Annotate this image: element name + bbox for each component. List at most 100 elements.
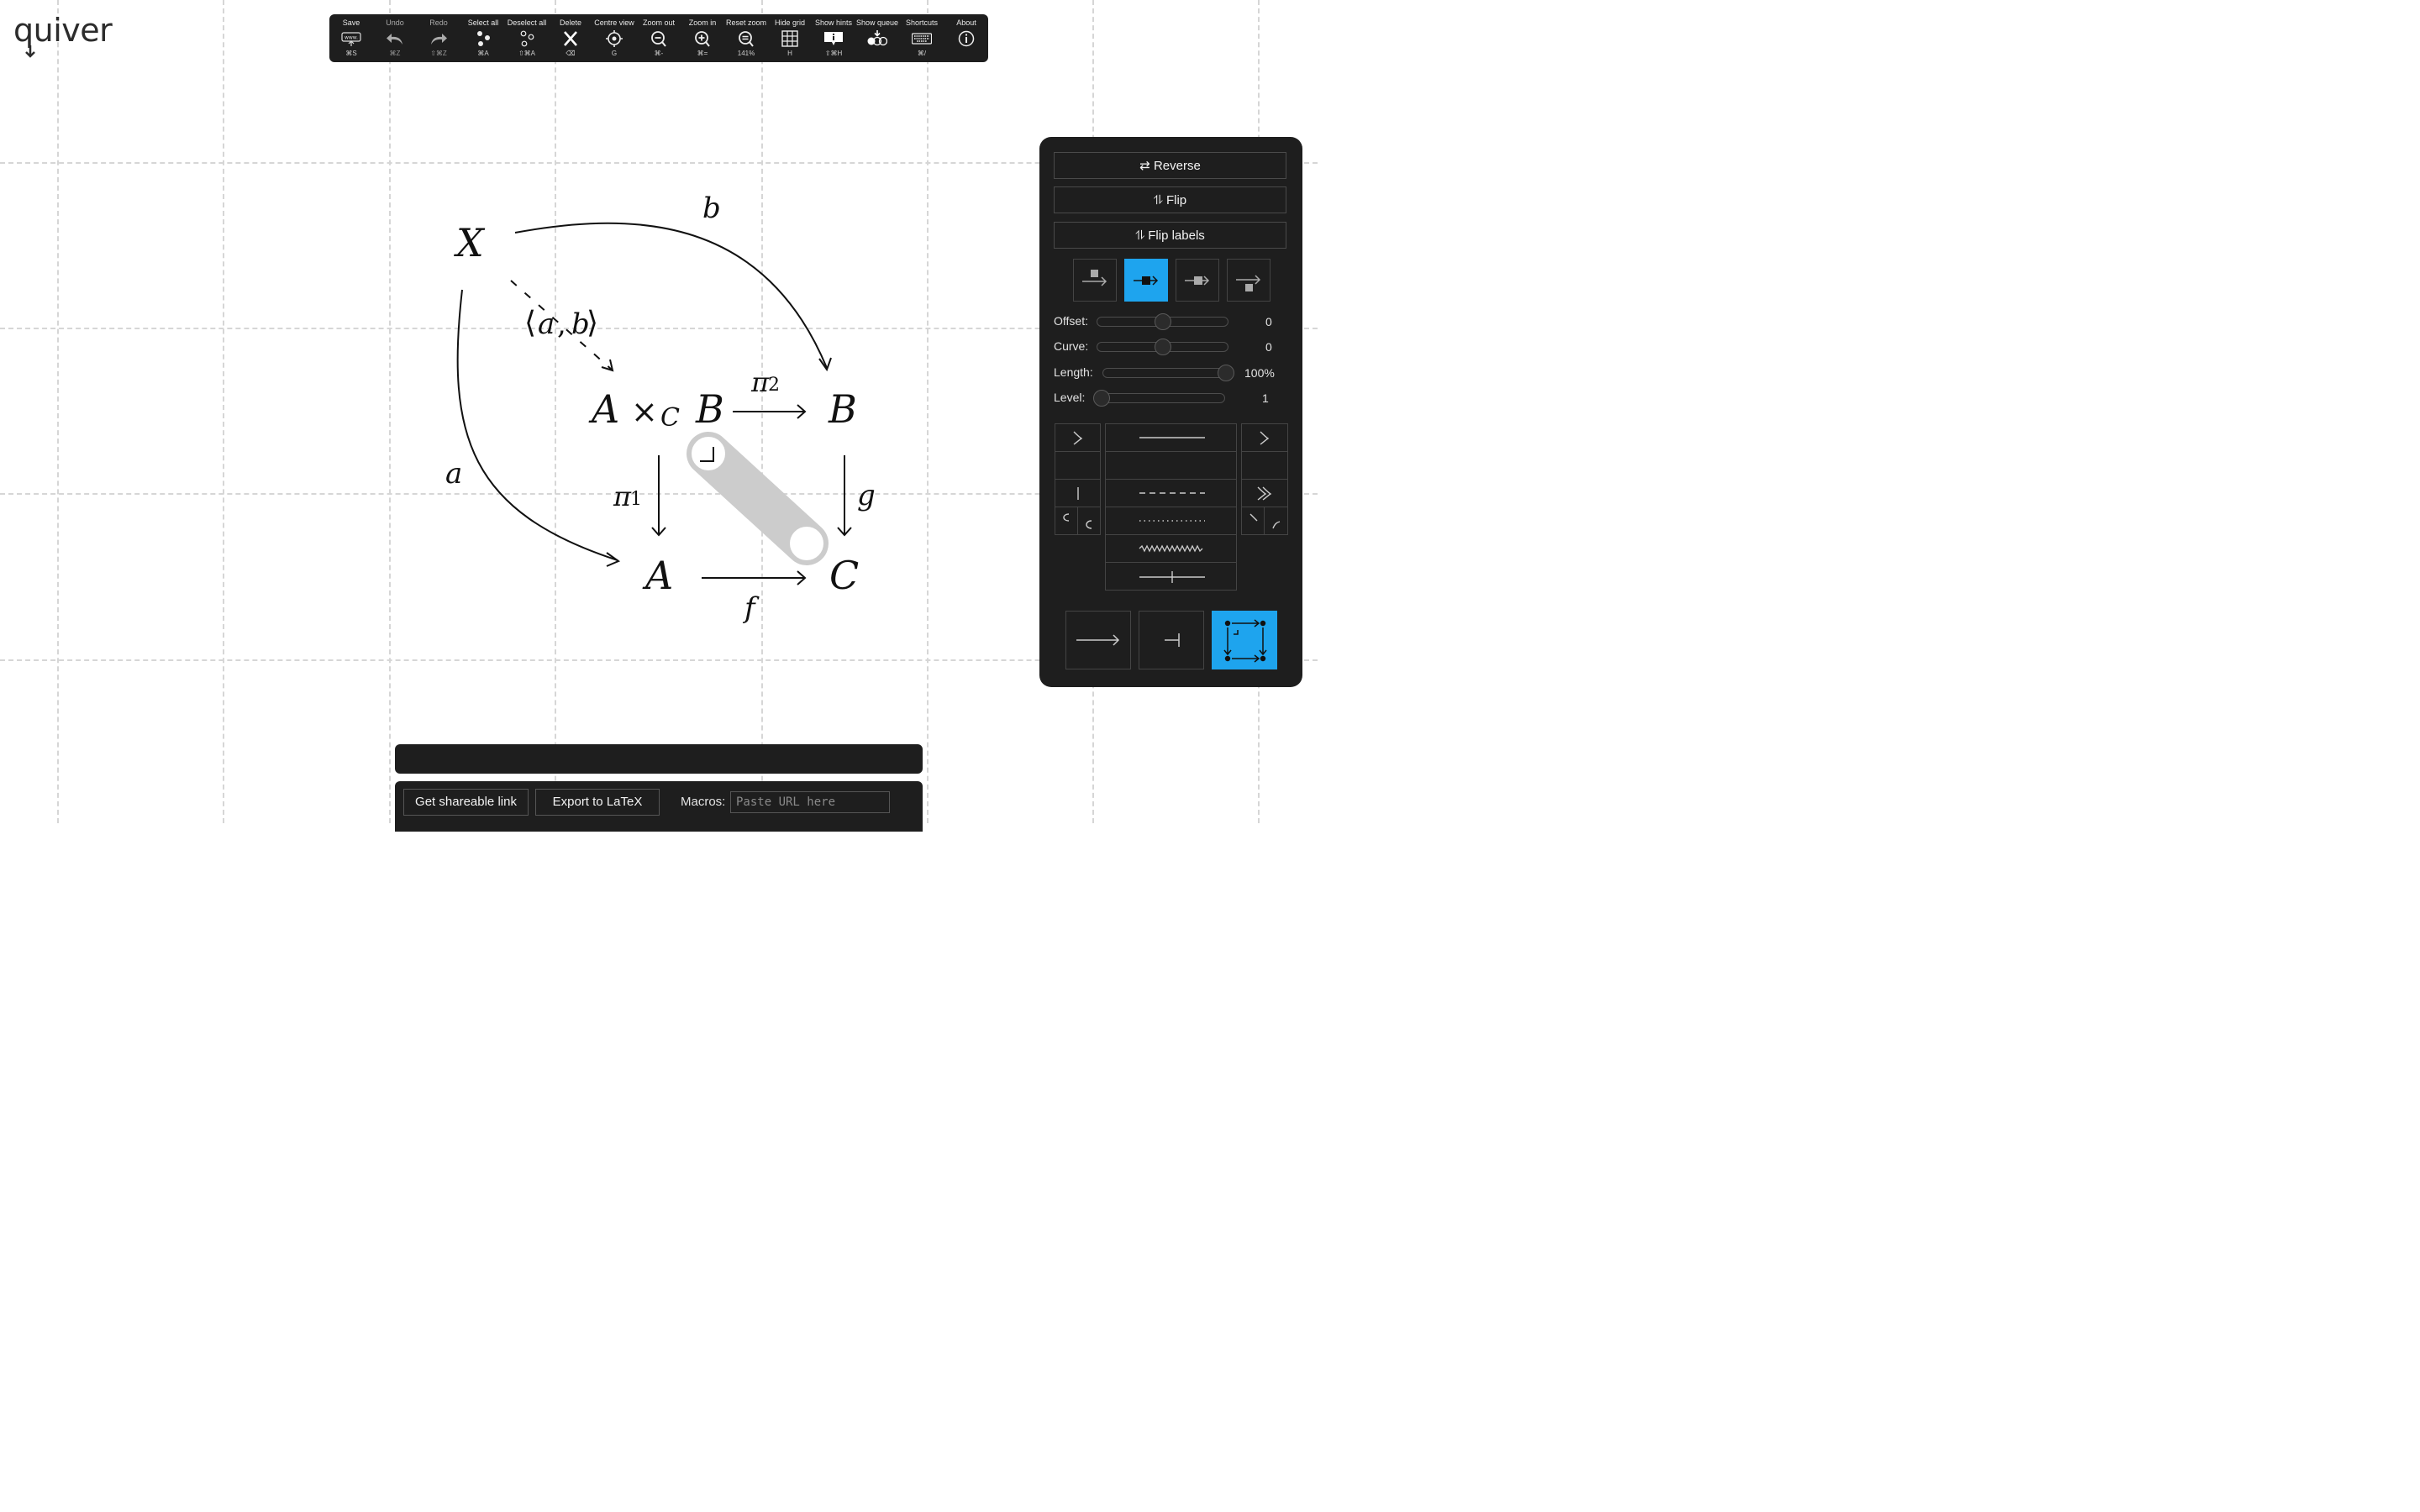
- tail-style-hook-top[interactable]: [1055, 507, 1078, 535]
- arrow-pi2[interactable]: [733, 404, 807, 419]
- arrow-pairing[interactable]: [510, 280, 614, 372]
- body-style-barred[interactable]: [1105, 562, 1237, 591]
- arrow-pi1[interactable]: [651, 455, 666, 537]
- level-value: 1: [1262, 391, 1269, 405]
- length-slider-knob[interactable]: [1218, 365, 1234, 381]
- object-pullback-B[interactable]: B: [696, 386, 724, 432]
- level-label: Level:: [1054, 391, 1086, 404]
- arrow-b[interactable]: [514, 222, 832, 372]
- offset-value: 0: [1265, 315, 1272, 328]
- show-queue-button[interactable]: Show queue: [854, 14, 901, 62]
- arrow-g[interactable]: [837, 455, 852, 537]
- show-hints-button[interactable]: Show hints ⇧⌘H: [810, 14, 857, 62]
- arrow-a[interactable]: [456, 289, 621, 567]
- curve-slider-row: Curve: 0: [1054, 338, 1289, 356]
- reset-zoom-button[interactable]: Reset zoom 141%: [723, 14, 770, 62]
- hide-grid-shortcut: H: [787, 50, 792, 57]
- hide-grid-button[interactable]: Hide grid H: [766, 14, 813, 62]
- reverse-button[interactable]: ⇄ Reverse: [1054, 152, 1286, 179]
- info-icon: [958, 30, 975, 47]
- tail-style-hook-bottom[interactable]: [1077, 507, 1101, 535]
- object-C[interactable]: C: [829, 553, 860, 598]
- label-position-right-button[interactable]: [1227, 259, 1270, 302]
- save-button[interactable]: Save www. ⌘S: [328, 14, 375, 62]
- head-style-none[interactable]: [1241, 451, 1288, 480]
- object-B[interactable]: B: [829, 386, 857, 432]
- label-position-over-button[interactable]: [1176, 259, 1219, 302]
- delete-button[interactable]: Delete ⌫: [547, 14, 594, 62]
- export-to-latex-button[interactable]: Export to LaTeX: [535, 789, 660, 816]
- head-style-epi[interactable]: [1241, 479, 1288, 507]
- centre-view-button[interactable]: Centre view G: [591, 14, 638, 62]
- flip-button[interactable]: ⥮ Flip: [1054, 186, 1286, 213]
- offset-slider-knob[interactable]: [1154, 313, 1171, 330]
- head-style-arrowhead[interactable]: [1241, 423, 1288, 452]
- offset-slider[interactable]: [1097, 313, 1228, 330]
- arrow-mode-button[interactable]: [1065, 611, 1131, 669]
- object-pullback-A[interactable]: A: [592, 386, 620, 432]
- head-arrowhead-icon: [1260, 431, 1270, 445]
- macros-url-input[interactable]: [730, 791, 890, 813]
- get-shareable-link-button[interactable]: Get shareable link: [403, 789, 529, 816]
- label-position-centre-button[interactable]: [1124, 259, 1168, 302]
- centre-view-icon: [606, 30, 623, 47]
- label-b[interactable]: b: [702, 192, 721, 225]
- select-all-button[interactable]: Select all ⌘A: [460, 14, 507, 62]
- delete-label: Delete: [559, 18, 581, 27]
- label-a[interactable]: a: [445, 457, 463, 491]
- about-button[interactable]: About: [943, 14, 990, 62]
- arrow-f[interactable]: [702, 570, 807, 585]
- body-style-none[interactable]: [1105, 451, 1237, 480]
- length-slider-row: Length: 100%: [1054, 364, 1289, 382]
- pi2-symbol: π: [751, 366, 770, 398]
- quiver-logo: quiver: [13, 12, 113, 49]
- curve-value: 0: [1265, 340, 1272, 354]
- curve-slider-knob[interactable]: [1154, 339, 1171, 355]
- label-position-left-button[interactable]: [1073, 259, 1117, 302]
- zoom-in-button[interactable]: Zoom in ⌘=: [679, 14, 726, 62]
- label-over-icon: [1185, 276, 1210, 286]
- delete-shortcut: ⌫: [566, 50, 576, 57]
- redo-icon: [431, 34, 447, 45]
- level-slider-knob[interactable]: [1093, 390, 1110, 407]
- body-style-squiggly[interactable]: [1105, 534, 1237, 563]
- deselect-all-shortcut: ⇧⌘A: [518, 50, 536, 57]
- pullback-mode-button[interactable]: [1212, 611, 1277, 669]
- flip-labels-button[interactable]: ⥮ Flip labels: [1054, 222, 1286, 249]
- object-A[interactable]: A: [645, 553, 674, 598]
- pairing-b: b: [571, 307, 590, 341]
- length-slider[interactable]: [1102, 365, 1234, 381]
- level-slider[interactable]: [1093, 390, 1225, 407]
- label-g[interactable]: g: [857, 479, 876, 512]
- latex-label-input-bar[interactable]: [395, 744, 923, 774]
- pullback-selection[interactable]: [687, 432, 829, 565]
- logo-arrow-icon: [25, 45, 35, 58]
- adjunction-mode-button[interactable]: [1139, 611, 1204, 669]
- curve-slider[interactable]: [1097, 339, 1228, 355]
- pi1-symbol: π: [613, 480, 632, 512]
- object-X[interactable]: X: [456, 220, 484, 265]
- diagram-canvas[interactable]: [0, 0, 1318, 823]
- deselect-all-button[interactable]: Deselect all ⇧⌘A: [503, 14, 550, 62]
- label-right-icon: [1236, 275, 1261, 291]
- redo-button[interactable]: Redo ⇧⌘Z: [415, 14, 462, 62]
- label-f[interactable]: f: [744, 591, 755, 625]
- grid-icon: [781, 30, 798, 47]
- centre-view-label: Centre view: [594, 18, 634, 27]
- zoom-out-button[interactable]: Zoom out ⌘-: [635, 14, 682, 62]
- zoom-in-shortcut: ⌘=: [697, 50, 708, 57]
- undo-button[interactable]: Undo ⌘Z: [371, 14, 418, 62]
- save-shortcut: ⌘S: [345, 50, 357, 57]
- shortcuts-shortcut: ⌘/: [917, 50, 927, 57]
- tail-style-arrowhead[interactable]: [1055, 423, 1101, 452]
- head-style-harpoon-bottom[interactable]: [1264, 507, 1288, 535]
- body-style-dotted[interactable]: [1105, 507, 1237, 535]
- shortcuts-button[interactable]: Shortcuts ⌘/: [898, 14, 945, 62]
- head-style-harpoon-top[interactable]: [1241, 507, 1265, 535]
- body-style-solid[interactable]: [1105, 423, 1237, 452]
- tail-style-none[interactable]: [1055, 451, 1101, 480]
- tail-style-maps-to[interactable]: [1055, 479, 1101, 507]
- zoom-in-label: Zoom in: [688, 18, 717, 27]
- body-style-dashed[interactable]: [1105, 479, 1237, 507]
- reset-zoom-icon: [739, 31, 754, 47]
